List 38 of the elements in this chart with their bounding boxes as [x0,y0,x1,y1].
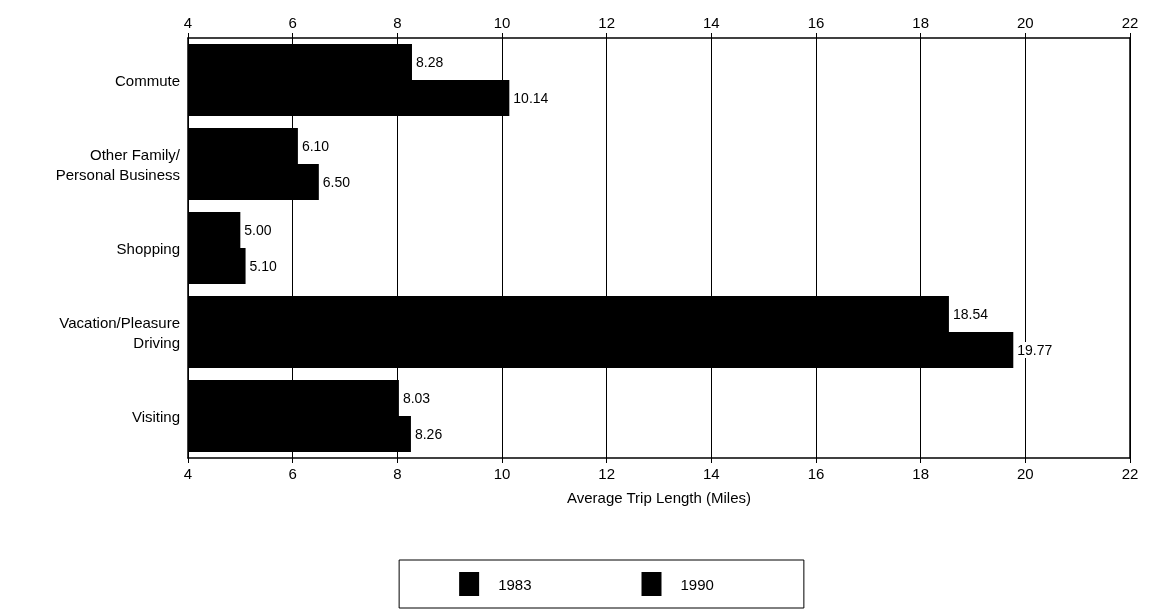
data-label: 6.10 [301,137,330,154]
x-tick-label: 22 [1121,465,1139,482]
x2-tick-label: 8 [393,14,402,31]
y-tick-label: Commute [114,71,180,89]
x-tick-label: 20 [1016,465,1034,482]
data-label: 8.28 [415,53,444,70]
y-tick-label: Visiting [131,407,180,425]
x2-tick-label: 20 [1016,14,1034,31]
x-tick-label: 12 [598,465,616,482]
data-label: 6.50 [322,174,351,191]
x2-tick-label: 6 [288,14,297,31]
x-tick-label: 6 [288,465,297,482]
legend-label: 1990 [680,575,714,593]
data-label: 5.00 [244,221,272,238]
data-label: 5.10 [249,258,278,275]
x2-tick-label: 18 [912,14,930,31]
x-tick-label: 14 [702,465,720,482]
x2-tick-label: 12 [598,14,616,31]
x2-tick-label: 14 [702,14,720,31]
x-tick-label: 8 [393,465,402,482]
x2-tick-label: 4 [183,14,193,31]
x2-tick-label: 16 [807,14,825,31]
x-axis-title: Average Trip Length (Miles) [567,489,751,506]
data-label: 8.03 [402,389,431,406]
x-tick-label: 10 [493,465,511,482]
data-label: 19.77 [1017,342,1053,359]
y-tick-label: Other Family/ Personal Business [55,145,181,183]
x-tick-label: 4 [183,465,193,482]
legend-label: 1983 [498,575,532,593]
data-label: 18.54 [952,305,989,322]
x2-tick-label: 22 [1121,14,1139,31]
data-label: 8.26 [414,426,443,443]
y-tick-label: Vacation/Pleasure Driving [59,313,180,351]
y-tick-label: Shopping [116,239,180,257]
x-tick-label: 18 [912,465,930,482]
x2-tick-label: 10 [493,14,511,31]
x-tick-label: 16 [807,465,825,482]
data-label: 10.14 [513,90,549,107]
